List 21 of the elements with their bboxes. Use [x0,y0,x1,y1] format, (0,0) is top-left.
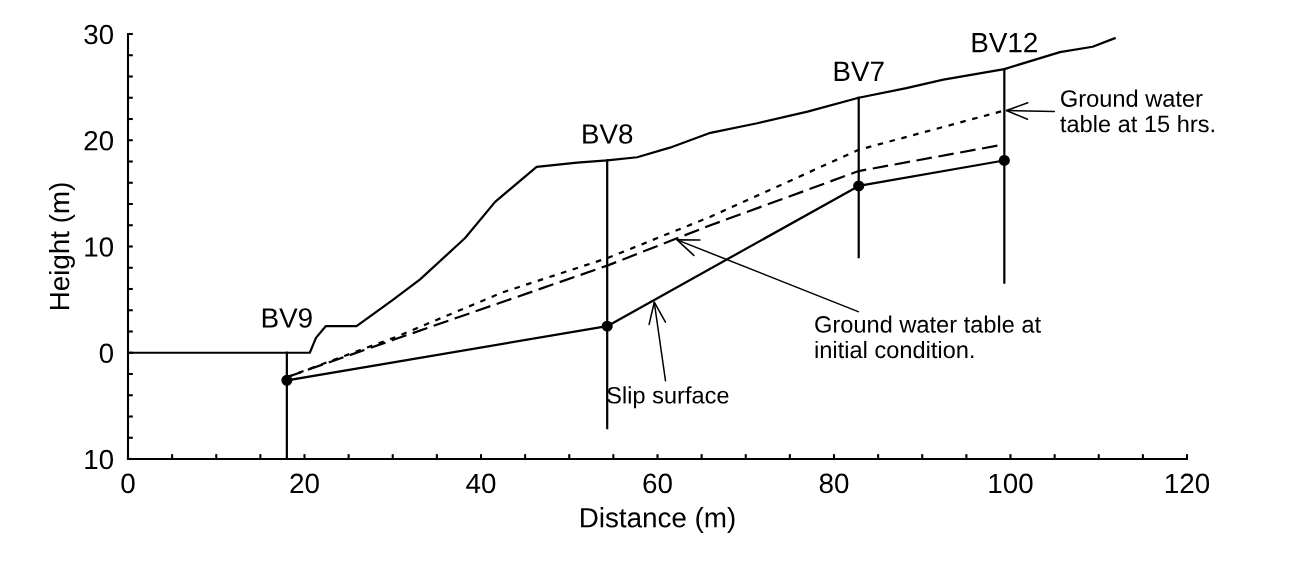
x-tick-label: 100 [989,473,1033,494]
x-tick-label: 80 [819,473,849,494]
annotation: BV8 [583,124,633,144]
y-tick-label: 20 [84,130,114,151]
annotation: Ground water table at 15 hrs. [1060,89,1214,133]
annotation: BV7 [834,61,884,81]
x-tick-label: 60 [643,473,672,494]
x-tick-label: 40 [466,473,496,494]
x-tick-label: 20 [290,473,319,494]
annotation: Slip surface [607,386,729,409]
annotation: BV9 [262,308,312,328]
y-tick-label: 0 [99,343,114,364]
annotation: BV12 [972,32,1037,53]
y-tick-label: 10 [85,237,114,257]
y-tick-label: 30 [84,24,114,45]
y-axis-title: Height (m) [48,183,75,310]
annotation: Ground water table at initial condition. [815,315,1041,359]
x-tick-label: 0 [121,473,135,494]
x-tick-label: 120 [1165,473,1210,494]
y-tick-label: 10 [85,449,114,470]
x-axis-title: Distance (m) [581,507,735,533]
